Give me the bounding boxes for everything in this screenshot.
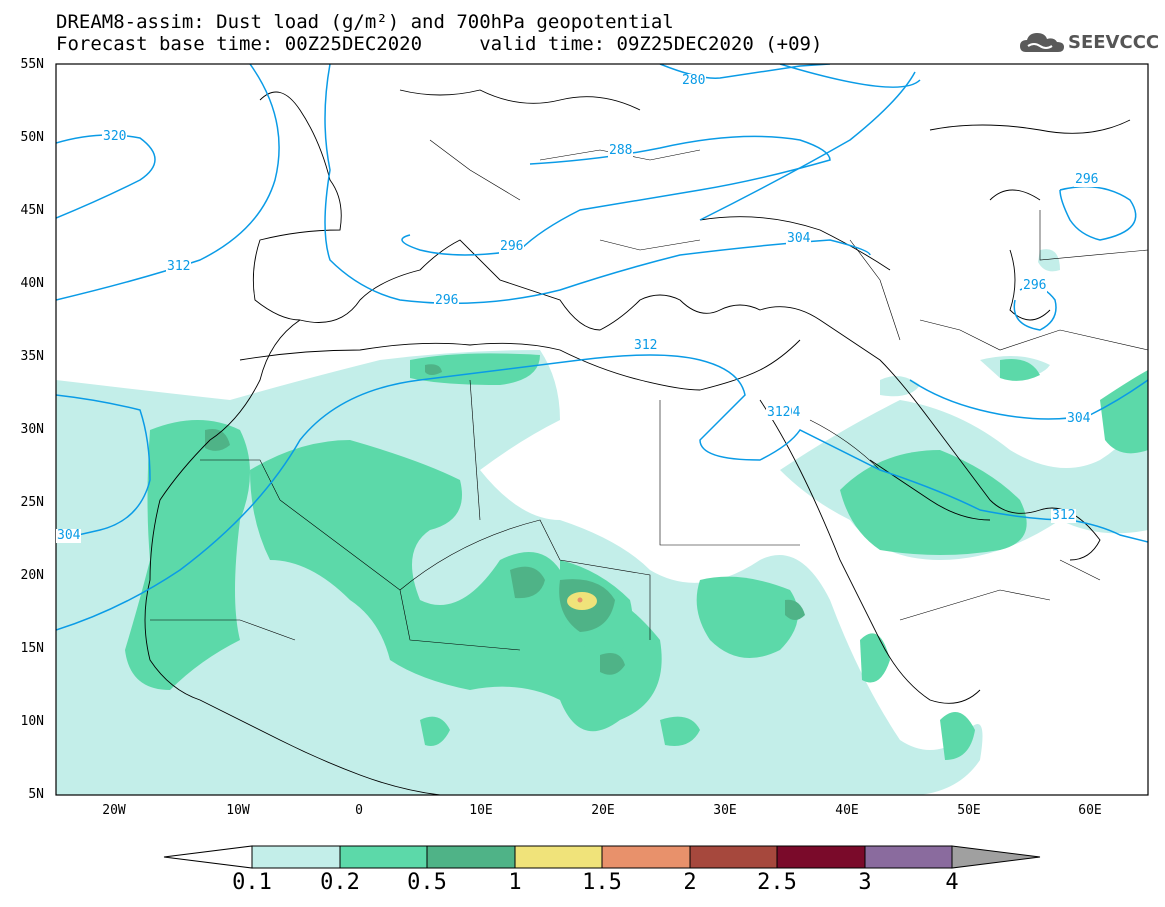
lon-label: 60E	[1078, 803, 1102, 818]
lon-label: 10W	[226, 803, 250, 818]
contour-label: 296	[434, 293, 460, 308]
lat-label: 20N	[20, 568, 44, 583]
lon-label: 10E	[469, 803, 493, 818]
cloud-icon	[1020, 33, 1064, 52]
lat-label: 35N	[20, 349, 44, 364]
map-body	[56, 64, 1148, 795]
lat-label: 55N	[20, 57, 44, 72]
lon-label: 30E	[713, 803, 737, 818]
lon-label: 20E	[591, 803, 615, 818]
colorbar-label: 1	[508, 870, 522, 895]
dust-shading-peak	[567, 592, 597, 610]
contour-label: 296	[1022, 278, 1048, 293]
contour-label: 312	[766, 405, 792, 420]
lat-label: 5N	[28, 787, 44, 802]
colorbar-label: 3	[858, 870, 872, 895]
geopotential-contours	[56, 64, 1148, 631]
colorbar-label: 1.5	[582, 870, 622, 895]
contour-label: 288	[608, 143, 634, 158]
lat-label: 40N	[20, 276, 44, 291]
contour-label: 296	[1074, 172, 1100, 187]
colorbar-label: 4	[945, 870, 959, 895]
lat-label: 50N	[20, 130, 44, 145]
colorbar-label: 0.5	[407, 870, 447, 895]
lat-label: 30N	[20, 422, 44, 437]
contour-label: 304	[786, 231, 812, 246]
contour-label: 296	[499, 239, 525, 254]
colorbar-label: 2.5	[757, 870, 797, 895]
contour-label: 312	[1051, 508, 1077, 523]
contour-label: 304	[1066, 411, 1092, 426]
lat-label: 10N	[20, 714, 44, 729]
map-subtitle-times: Forecast base time: 00Z25DEC2020 valid t…	[56, 33, 823, 55]
contour-label: 312	[633, 338, 659, 353]
contour-label: 312	[166, 259, 192, 274]
lon-label: 0	[355, 803, 363, 818]
contour-label: 280	[681, 73, 707, 88]
lon-label: 20W	[102, 803, 126, 818]
seevccc-logo: SEEVCCC	[1018, 28, 1160, 58]
colorbar-label: 0.1	[232, 870, 272, 895]
coastlines	[144, 89, 1131, 795]
map-title: DREAM8-assim: Dust load (g/m²) and 700hP…	[56, 11, 674, 33]
contour-label: 304	[56, 528, 82, 543]
lat-label: 25N	[20, 495, 44, 510]
logo-text: SEEVCCC	[1068, 32, 1160, 53]
contour-label: 320	[102, 129, 128, 144]
lon-label: 50E	[957, 803, 981, 818]
colorbar-label: 0.2	[320, 870, 360, 895]
colorbar-label: 2	[683, 870, 697, 895]
lat-label: 45N	[20, 203, 44, 218]
lat-label: 15N	[20, 641, 44, 656]
lon-label: 40E	[835, 803, 859, 818]
map-frame	[55, 63, 1149, 796]
